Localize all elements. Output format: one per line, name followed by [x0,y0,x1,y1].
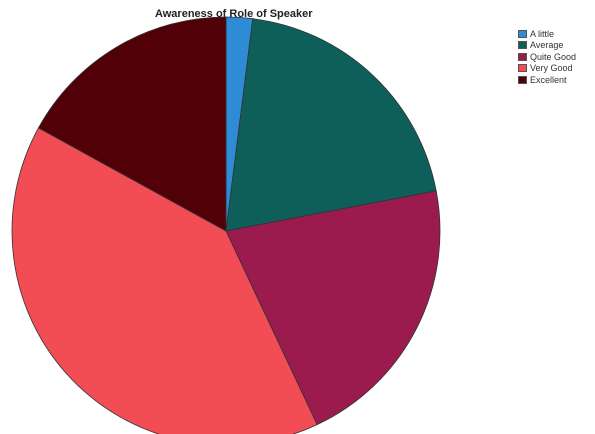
legend: A little Average Quite Good Very Good Excell… [518,28,576,86]
legend-label: Average [530,40,564,51]
legend-swatch [518,64,527,73]
pie-slice-quite-good [225,190,441,426]
legend-swatch [518,52,527,61]
legend-label: A little [530,28,555,39]
legend-swatch [518,29,527,38]
legend-label: Very Good [530,63,573,74]
pie-slice-excellent [37,16,227,232]
legend-item: Average [518,40,576,52]
legend-item: Quite Good [518,51,576,63]
legend-item: Very Good [518,63,576,75]
legend-label: Excellent [530,74,567,85]
legend-item: A little [518,28,576,40]
chart-title: Awareness of Role of Speaker [155,8,313,20]
pie-slice-very-good [11,127,318,434]
legend-item: Excellent [518,74,576,86]
legend-swatch [518,75,527,84]
pie-slice-average [225,18,437,232]
legend-label: Quite Good [530,51,577,62]
legend-swatch [518,41,527,50]
